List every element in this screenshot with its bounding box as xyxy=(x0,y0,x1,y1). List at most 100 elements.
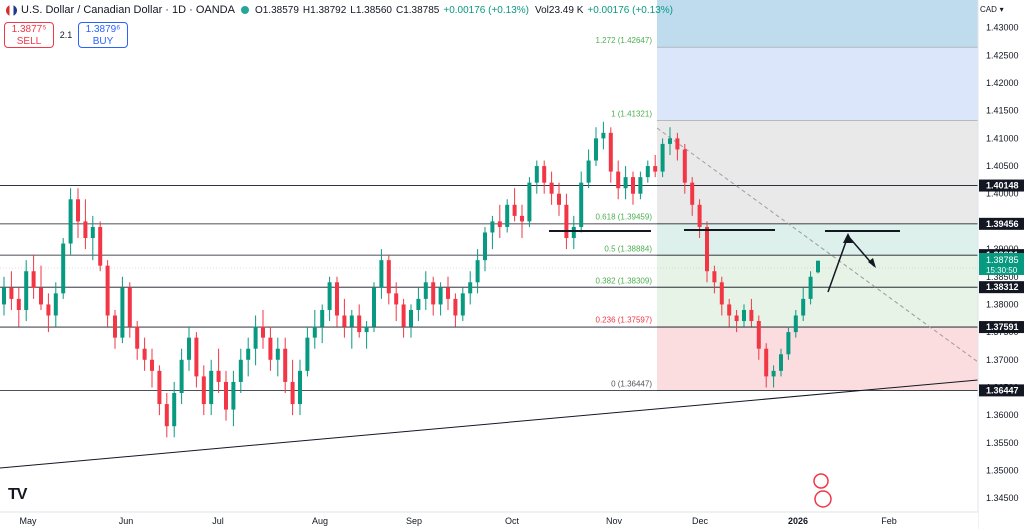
fib-label: 0.382 (1.38309) xyxy=(596,276,653,285)
level-price-tag xyxy=(979,384,1024,397)
time-tick-label: Oct xyxy=(505,516,520,526)
candle-body xyxy=(68,199,73,244)
candle-body xyxy=(76,199,80,222)
candle-body xyxy=(808,276,813,299)
candle-body xyxy=(16,298,21,310)
price-tick-label: 1.38500 xyxy=(986,272,1019,282)
candle-body xyxy=(490,221,495,233)
level-price-label: 1.37591 xyxy=(986,322,1019,332)
candle-body xyxy=(638,177,643,194)
candle-body xyxy=(719,282,724,305)
time-tick-label: Jul xyxy=(212,516,224,526)
candle-body xyxy=(238,359,243,382)
fib-label: 0 (1.36447) xyxy=(611,379,652,388)
time-tick-label: Aug xyxy=(312,516,328,526)
candle-body xyxy=(675,138,680,150)
level-price-tag xyxy=(979,179,1024,192)
candle-body xyxy=(150,359,154,371)
candle-body xyxy=(764,348,769,377)
level-price-tag xyxy=(979,321,1024,334)
level-price-label: 1.39456 xyxy=(986,219,1019,229)
candle-body xyxy=(246,348,251,360)
candle-body xyxy=(549,182,554,194)
high-value: H1.38792 xyxy=(302,4,347,16)
market-status-icon xyxy=(240,6,249,14)
candle-body xyxy=(705,226,709,272)
ascending-trendline xyxy=(0,379,979,469)
candle-body xyxy=(46,304,51,316)
candle-body xyxy=(520,215,524,222)
level-price-label: 1.38312 xyxy=(986,282,1019,292)
candle-body xyxy=(39,287,43,305)
candle-body xyxy=(631,177,635,194)
candle-body xyxy=(468,282,473,294)
candle-body xyxy=(571,226,576,239)
candle-body xyxy=(164,404,169,427)
time-tick-label: Sep xyxy=(406,516,422,526)
candle-body xyxy=(394,293,399,305)
candle-body xyxy=(335,282,339,316)
candle-body xyxy=(653,166,658,172)
candle-body xyxy=(453,298,458,316)
time-axis xyxy=(0,512,978,529)
sell-price: 1.3877⁵ xyxy=(11,24,47,35)
candle-body xyxy=(660,143,665,172)
fib-label: 0.618 (1.39459) xyxy=(596,213,653,222)
price-tick-label: 1.39000 xyxy=(986,244,1019,254)
price-tick-label: 1.42000 xyxy=(986,78,1019,88)
candle-body xyxy=(564,204,569,239)
candle-body xyxy=(386,260,391,294)
candle-body xyxy=(283,348,288,382)
level-price-label: 1.40148 xyxy=(986,181,1019,191)
candle-body xyxy=(357,315,362,333)
candle-body xyxy=(157,370,162,405)
candle-body xyxy=(320,309,325,327)
symbol-header: U.S. Dollar / Canadian Dollar · 1D · OAN… xyxy=(6,3,679,17)
fib-zone xyxy=(657,223,978,256)
fib-zone xyxy=(657,47,978,121)
currency-selector[interactable]: CAD ▾ xyxy=(980,4,1004,15)
symbol-title[interactable]: U.S. Dollar / Canadian Dollar · 1D · OAN… xyxy=(21,4,235,16)
candle-body xyxy=(594,138,598,161)
fib-zone xyxy=(657,326,978,391)
currency-flag-icon xyxy=(6,4,17,16)
candle-body xyxy=(779,354,783,371)
price-tick-label: 1.34500 xyxy=(986,493,1019,503)
candle-body xyxy=(327,282,332,310)
candle-body xyxy=(712,271,717,283)
candle-body xyxy=(201,376,206,405)
open-value: O1.38579 xyxy=(254,4,299,16)
candle-body xyxy=(734,315,739,322)
time-tick-label: May xyxy=(19,516,37,526)
candle-body xyxy=(187,337,191,360)
candle-body xyxy=(172,392,177,427)
fib-label: 0.5 (1.38884) xyxy=(604,245,652,254)
price-tick-label: 1.36000 xyxy=(986,410,1019,420)
candle-body xyxy=(423,282,428,299)
spread-value: 2.1 xyxy=(59,30,73,40)
candle-body xyxy=(231,381,236,410)
candle-body xyxy=(127,287,132,327)
buy-button[interactable]: 1.3879⁶ BUY xyxy=(78,22,128,48)
countdown-label: 15:30:50 xyxy=(986,266,1018,275)
candle-body xyxy=(497,221,502,227)
candle-body xyxy=(342,315,347,327)
candle-body xyxy=(90,226,95,239)
candle-body xyxy=(379,260,384,288)
level-price-tag xyxy=(979,281,1024,294)
candle-body xyxy=(290,381,295,405)
price-tick-label: 1.35000 xyxy=(986,465,1019,475)
sell-button[interactable]: 1.3877⁵ SELL xyxy=(4,22,54,48)
candle-body xyxy=(416,298,421,310)
candle-body xyxy=(786,332,791,355)
tradingview-logo-icon[interactable]: TV xyxy=(8,486,27,503)
candle-body xyxy=(372,287,376,327)
candle-body xyxy=(727,304,732,316)
candle-body xyxy=(505,204,510,227)
time-tick-label: Nov xyxy=(606,516,623,526)
candle-body xyxy=(53,293,58,316)
candle-body xyxy=(460,293,465,316)
price-tick-label: 1.38000 xyxy=(986,299,1019,309)
